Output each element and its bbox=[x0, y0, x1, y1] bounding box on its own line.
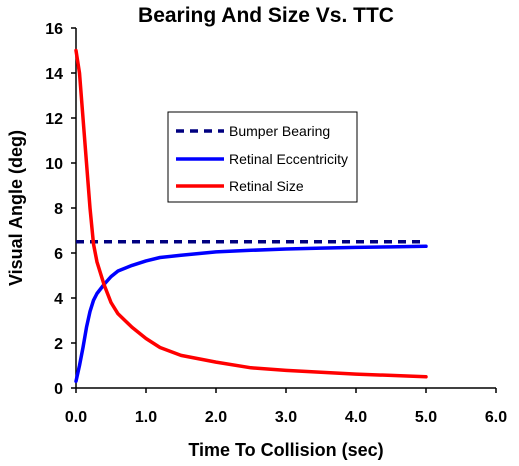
y-tick-label: 4 bbox=[54, 291, 63, 308]
y-tick-label: 12 bbox=[45, 111, 63, 128]
y-ticks: 0 2 4 6 8 10 12 14 16 bbox=[45, 21, 76, 398]
y-tick-label: 16 bbox=[45, 21, 63, 38]
y-tick-label: 14 bbox=[45, 66, 63, 83]
chart-title: Bearing And Size Vs. TTC bbox=[138, 4, 394, 27]
legend: Bumper Bearing Retinal Eccentricity Reti… bbox=[167, 111, 358, 203]
series-group bbox=[74, 48, 428, 384]
y-axis-label: Visual Angle (deg) bbox=[6, 130, 26, 286]
x-ticks: 0.0 1.0 2.0 3.0 4.0 5.0 6.0 bbox=[65, 388, 507, 426]
legend-label-retinal-size: Retinal Size bbox=[229, 178, 304, 194]
x-tick-label: 5.0 bbox=[415, 409, 437, 426]
y-tick-label: 6 bbox=[54, 246, 63, 263]
y-tick-label: 10 bbox=[45, 156, 63, 173]
series-line-retinal-eccentricity bbox=[74, 244, 428, 384]
y-tick-label: 2 bbox=[54, 336, 63, 353]
x-tick-label: 1.0 bbox=[135, 409, 157, 426]
legend-label-retinal-eccentricity: Retinal Eccentricity bbox=[229, 151, 348, 167]
legend-label-bumper-bearing: Bumper Bearing bbox=[229, 123, 330, 139]
x-tick-label: 2.0 bbox=[205, 409, 227, 426]
x-axis-label: Time To Collision (sec) bbox=[188, 440, 383, 460]
x-tick-label: 0.0 bbox=[65, 409, 87, 426]
plot-area: 0.0 1.0 2.0 3.0 4.0 5.0 6.0 0 2 4 6 8 10 12 14 16 bbox=[45, 21, 507, 426]
x-tick-label: 6.0 bbox=[485, 409, 507, 426]
y-tick-label: 0 bbox=[54, 381, 63, 398]
series-line-retinal-size bbox=[74, 48, 428, 379]
x-tick-label: 3.0 bbox=[275, 409, 297, 426]
x-tick-label: 4.0 bbox=[345, 409, 367, 426]
y-tick-label: 8 bbox=[54, 201, 63, 218]
